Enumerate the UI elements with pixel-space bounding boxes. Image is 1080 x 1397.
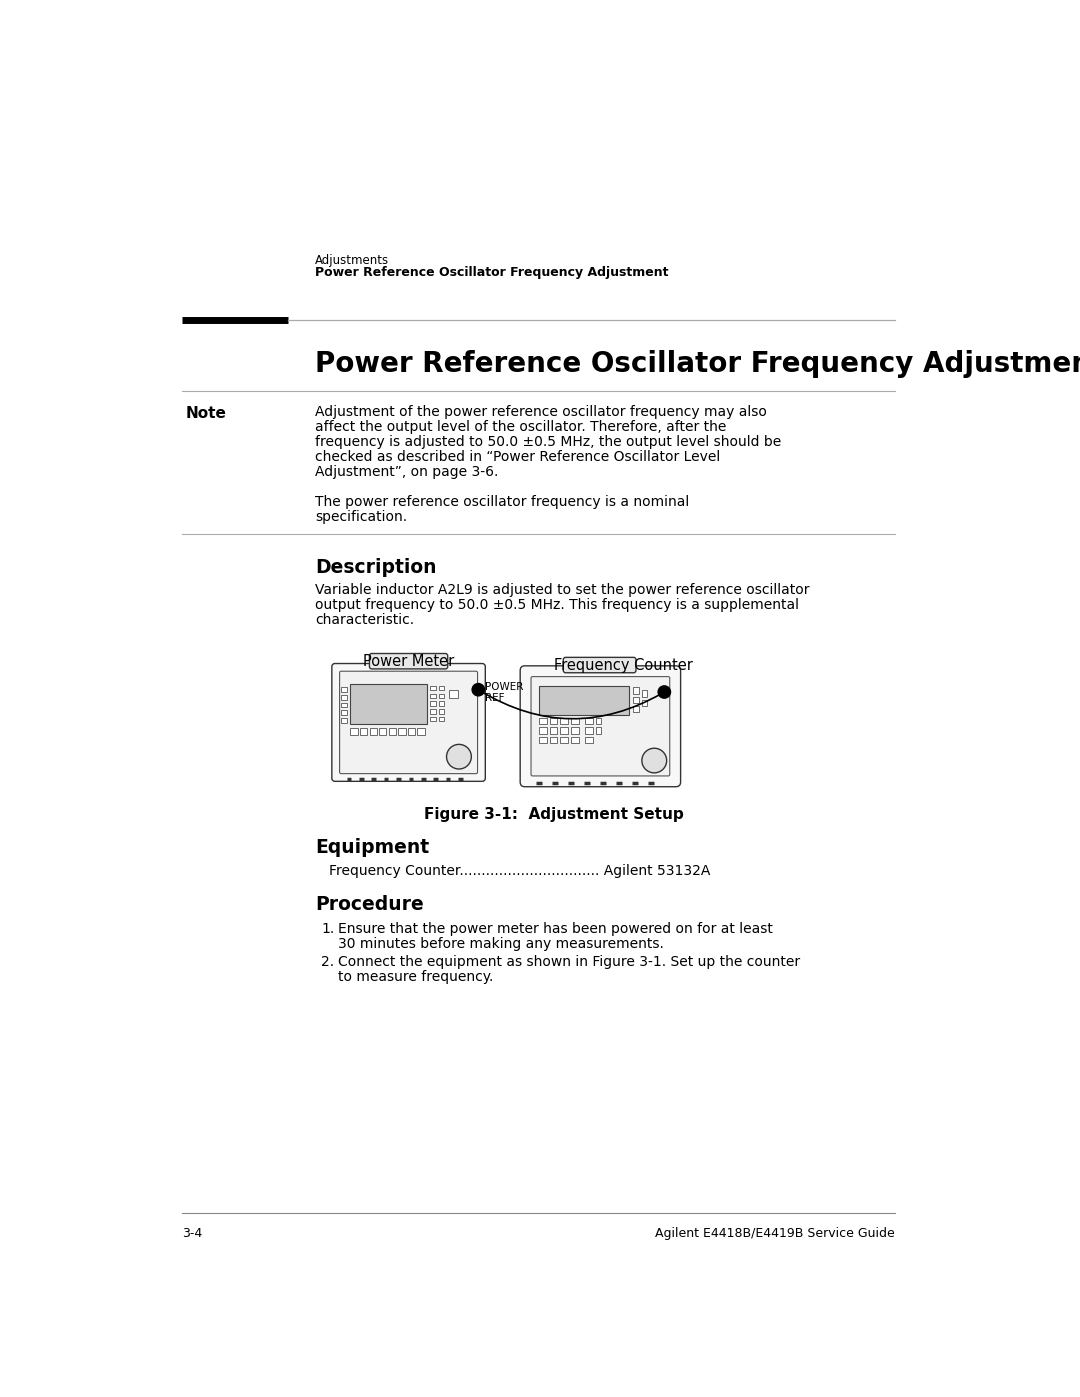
Bar [430, 701, 435, 705]
Text: Adjustment”, on page 3-6.: Adjustment”, on page 3-6. [314, 465, 498, 479]
Bar [399, 728, 406, 735]
FancyBboxPatch shape [531, 676, 670, 775]
Text: Adjustment of the power reference oscillator frequency may also: Adjustment of the power reference oscill… [314, 405, 767, 419]
Bar [642, 700, 647, 705]
Text: POWER
REF: POWER REF [485, 682, 523, 703]
Bar [561, 736, 568, 743]
FancyBboxPatch shape [369, 654, 448, 669]
Bar [539, 736, 546, 743]
Text: 2.: 2. [321, 956, 334, 970]
Bar [360, 728, 367, 735]
Bar [430, 708, 435, 714]
Bar [430, 686, 435, 690]
Text: output frequency to 50.0 ±0.5 MHz. This frequency is a supplemental: output frequency to 50.0 ±0.5 MHz. This … [314, 598, 799, 612]
Bar [585, 718, 593, 725]
Bar [341, 718, 348, 722]
Bar [430, 717, 435, 721]
Circle shape [472, 683, 485, 696]
Text: Figure 3-1:  Adjustment Setup: Figure 3-1: Adjustment Setup [423, 806, 684, 821]
Text: Description: Description [314, 557, 436, 577]
FancyBboxPatch shape [521, 666, 680, 787]
Text: 1.: 1. [321, 922, 334, 936]
Bar [418, 728, 424, 735]
Bar [539, 686, 630, 715]
Bar [642, 690, 647, 697]
Bar [539, 728, 546, 733]
Bar [550, 736, 557, 743]
Bar [585, 728, 593, 733]
Bar [633, 705, 638, 712]
Bar [438, 686, 444, 690]
Text: frequency is adjusted to 50.0 ±0.5 MHz, the output level should be: frequency is adjusted to 50.0 ±0.5 MHz, … [314, 434, 781, 448]
Bar [596, 718, 600, 725]
FancyBboxPatch shape [339, 671, 477, 774]
Bar [438, 693, 444, 698]
Bar [633, 697, 638, 703]
Text: Power Reference Oscillator Frequency Adjustment: Power Reference Oscillator Frequency Adj… [314, 351, 1080, 379]
Text: Equipment: Equipment [314, 838, 429, 856]
Bar [633, 687, 638, 693]
Text: Connect the equipment as shown in Figure 3-1. Set up the counter: Connect the equipment as shown in Figure… [338, 956, 800, 970]
Bar [571, 728, 579, 733]
Text: Adjustments: Adjustments [314, 254, 389, 267]
Text: Procedure: Procedure [314, 894, 423, 914]
Circle shape [658, 686, 671, 698]
Bar [369, 728, 377, 735]
Bar [341, 711, 348, 715]
Text: 3-4: 3-4 [183, 1227, 203, 1241]
Circle shape [446, 745, 471, 768]
Bar [571, 736, 579, 743]
Circle shape [642, 749, 666, 773]
Bar [341, 703, 348, 707]
Bar [550, 728, 557, 733]
Bar [550, 718, 557, 725]
Bar [341, 687, 348, 692]
Bar [539, 718, 546, 725]
Bar [571, 718, 579, 725]
FancyBboxPatch shape [332, 664, 485, 781]
Bar [438, 717, 444, 721]
Bar [350, 728, 357, 735]
Bar [350, 685, 427, 725]
Bar [408, 728, 415, 735]
Bar [389, 728, 396, 735]
Text: checked as described in “Power Reference Oscillator Level: checked as described in “Power Reference… [314, 450, 720, 464]
Bar [561, 718, 568, 725]
Text: Variable inductor A2L9 is adjusted to set the power reference oscillator: Variable inductor A2L9 is adjusted to se… [314, 584, 809, 598]
Text: Power Meter: Power Meter [363, 654, 455, 669]
Text: Frequency Counter: Frequency Counter [554, 658, 693, 673]
Text: Agilent E4418B/E4419B Service Guide: Agilent E4418B/E4419B Service Guide [654, 1227, 894, 1241]
Bar [438, 701, 444, 705]
Bar [430, 693, 435, 698]
Text: specification.: specification. [314, 510, 407, 524]
Text: to measure frequency.: to measure frequency. [338, 970, 494, 983]
Text: Power Reference Oscillator Frequency Adjustment: Power Reference Oscillator Frequency Adj… [314, 267, 669, 279]
Text: Ensure that the power meter has been powered on for at least: Ensure that the power meter has been pow… [338, 922, 773, 936]
Bar [448, 690, 458, 698]
Text: Frequency Counter................................ Agilent 53132A: Frequency Counter.......................… [328, 863, 711, 877]
Text: 30 minutes before making any measurements.: 30 minutes before making any measurement… [338, 937, 664, 951]
Text: The power reference oscillator frequency is a nominal: The power reference oscillator frequency… [314, 495, 689, 509]
Text: affect the output level of the oscillator. Therefore, after the: affect the output level of the oscillato… [314, 420, 726, 434]
Bar [561, 728, 568, 733]
Bar [341, 696, 348, 700]
Bar [585, 736, 593, 743]
FancyBboxPatch shape [564, 658, 636, 673]
Bar [379, 728, 387, 735]
Text: Note: Note [186, 407, 226, 422]
Text: characteristic.: characteristic. [314, 613, 414, 627]
Bar [438, 708, 444, 714]
Bar [596, 728, 600, 733]
